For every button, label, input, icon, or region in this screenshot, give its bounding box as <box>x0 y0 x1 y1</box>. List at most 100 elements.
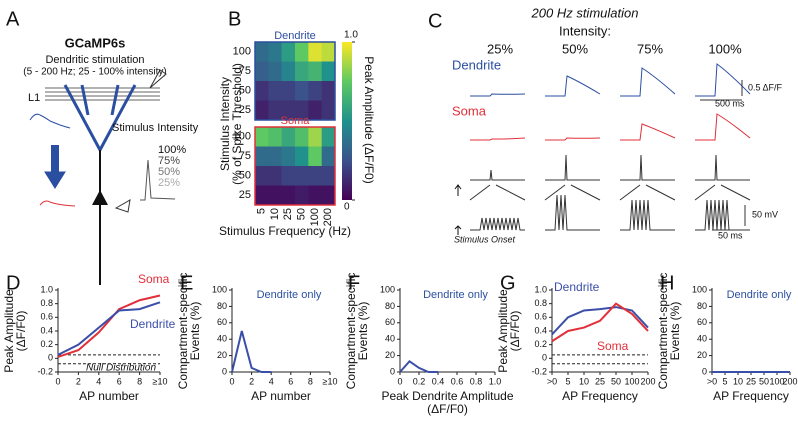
colorbar-tick-label: 0 <box>344 202 350 213</box>
x-tick-label: 1.0 <box>489 376 502 386</box>
heat-cell <box>321 81 336 101</box>
row-label: Soma <box>452 103 487 118</box>
colorbar-label: Peak Amplitude (ΔF/F0) <box>362 56 376 183</box>
y-axis-label: Peak Amplitude <box>2 289 16 373</box>
x-tick-label: 0.4 <box>432 376 445 386</box>
panel-title: 200 Hz stimulation <box>531 5 639 20</box>
y-tick-label: 100 <box>212 284 227 294</box>
series-line <box>57 294 161 358</box>
x-tick-label: 6 <box>117 376 122 386</box>
series-line <box>551 306 649 336</box>
heat-cell <box>308 127 322 147</box>
heat-cell <box>321 146 336 167</box>
y-tick-label: 1.0 <box>40 284 53 294</box>
trace <box>545 75 601 97</box>
y-tick-label: 20 <box>385 350 395 360</box>
layer-label: L1 <box>28 92 40 104</box>
stimulus-intensity-label: Stimulus Intensity <box>112 122 199 134</box>
y-axis-label: Events (%) <box>356 302 370 361</box>
heat-cell <box>308 100 322 121</box>
y-tick-label: 40 <box>697 334 707 344</box>
y-tick-label: 0.8 <box>534 298 547 308</box>
x-tick-label: 200 <box>322 208 334 226</box>
y-tick-label: 0 <box>48 353 53 363</box>
series-line <box>231 330 272 373</box>
heat-cell <box>281 100 296 121</box>
trace <box>545 194 600 231</box>
x-axis-label: Stimulus Frequency (Hz) <box>219 224 351 238</box>
block-frame <box>254 126 336 206</box>
x-tick-label: 25 <box>746 376 756 386</box>
x-tick-label: 100 <box>624 376 639 386</box>
trace <box>695 113 751 141</box>
zoom-line <box>469 184 526 201</box>
heat-cell <box>268 146 282 167</box>
series-label: Soma <box>138 272 170 286</box>
zoom-line <box>694 184 751 201</box>
panel-title: GCaMP6s <box>65 35 126 50</box>
intensity-legend: 50% <box>158 166 180 178</box>
heat-cell <box>255 185 269 206</box>
x-tick-label: 6 <box>288 376 293 386</box>
scale-bar <box>700 80 746 231</box>
heat-cell <box>268 42 282 62</box>
x-tick-label: >0 <box>547 376 557 386</box>
heat-cell <box>268 81 282 101</box>
x-tick-label: 200 <box>640 376 655 386</box>
heat-cell <box>255 146 269 167</box>
y-tick-label: -0.2 <box>531 366 547 376</box>
x-tick-label: 200 <box>782 376 797 386</box>
y-tick-label: 0.4 <box>40 325 53 335</box>
x-tick-label: 10 <box>269 208 281 220</box>
panel-label: A <box>6 8 20 30</box>
trace <box>620 199 675 231</box>
panel-label: B <box>228 8 241 30</box>
x-axis-label: (ΔF/F0) <box>427 402 468 416</box>
x-tick-label: 0 <box>397 376 402 386</box>
heat-cell <box>295 146 309 167</box>
x-axis-label: AP number <box>251 389 311 403</box>
y-tick-label: 0 <box>542 353 547 363</box>
heat-cell <box>321 61 336 82</box>
stimulation-text: Dendritic stimulation <box>45 54 144 66</box>
trace <box>620 123 676 141</box>
column-header: 75% <box>637 41 663 56</box>
y-tick-label: 0.8 <box>40 298 53 308</box>
heat-cell <box>321 185 336 206</box>
y-tick-label: 0.6 <box>534 312 547 322</box>
heat-cell <box>308 61 322 82</box>
heat-cell <box>308 42 322 62</box>
y-axis-label: Events (%) <box>188 302 202 361</box>
series-label: Dendrite <box>554 280 600 294</box>
onset-label: Stimulus Onset <box>454 234 516 244</box>
y-tick-label: 60 <box>217 317 227 327</box>
heat-cell <box>268 61 282 82</box>
x-tick-label: 5 <box>722 376 727 386</box>
heat-cell <box>308 146 322 167</box>
column-headers: 25% 50% 75% 100% <box>487 41 742 56</box>
x-tick-label: 50 <box>759 376 769 386</box>
y-tick-label: 0 <box>390 366 395 376</box>
x-tick-label: 50 <box>611 376 621 386</box>
panel-label: D <box>6 272 20 294</box>
x-tick-label: ≥10 <box>153 376 168 386</box>
heat-cell <box>268 100 282 121</box>
heat-cell <box>268 127 282 147</box>
y-tick-label: 60 <box>385 317 395 327</box>
y-tick-label: -0.2 <box>37 366 53 376</box>
heat-cell <box>255 100 269 121</box>
heat-cell <box>321 100 336 121</box>
series-line <box>57 301 161 356</box>
axes <box>551 288 648 373</box>
heat-cell <box>295 100 309 121</box>
trace <box>695 154 750 181</box>
zoom-line <box>619 184 676 201</box>
y-tick-label: 1.0 <box>534 284 547 294</box>
neuron-drawing <box>29 69 176 285</box>
panel-label: F <box>348 272 360 294</box>
series-line <box>551 302 649 343</box>
x-tick-label: 50 <box>296 208 308 220</box>
x-tick-label: 0.2 <box>413 376 426 386</box>
y-tick-label: 100 <box>692 284 707 294</box>
heat-cell <box>255 42 269 62</box>
